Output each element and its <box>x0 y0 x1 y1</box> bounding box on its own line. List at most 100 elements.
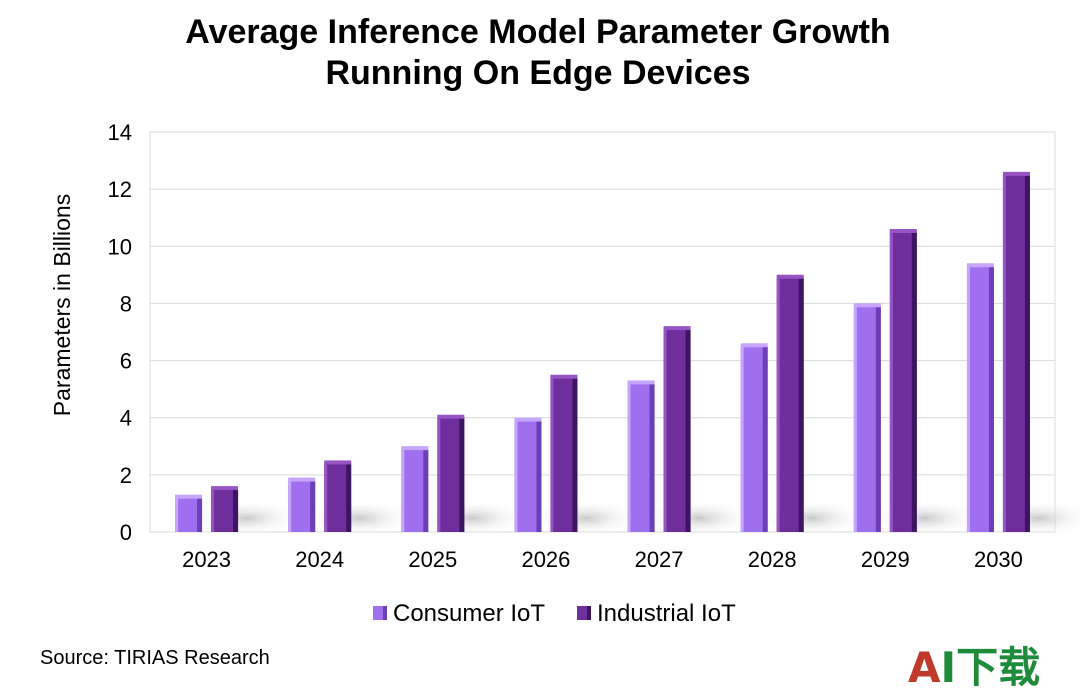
bar-consumer-iot-2027 <box>627 380 655 532</box>
bar-consumer-iot-2030 <box>966 263 994 532</box>
legend: Consumer IoT Industrial IoT <box>373 600 736 627</box>
bar-top <box>663 326 691 331</box>
bar-highlight <box>776 277 780 532</box>
legend-item-industrial-iot: Industrial IoT <box>577 600 736 627</box>
x-tick-label: 2024 <box>295 547 344 572</box>
bar-industrial-iot-2030 <box>1002 171 1030 532</box>
bar-shadow <box>191 500 302 536</box>
bar-industrial-iot-2026 <box>550 374 578 532</box>
bar-side <box>649 383 655 532</box>
bar-industrial-iot-2029 <box>889 229 917 532</box>
bar-side <box>423 449 429 532</box>
bar-top <box>324 460 352 465</box>
bar-highlight <box>853 306 857 532</box>
bar-side <box>1024 174 1030 532</box>
y-tick-label: 2 <box>120 463 132 488</box>
y-tick-label: 6 <box>120 349 132 374</box>
bar-side <box>233 489 239 532</box>
bar-highlight <box>324 463 328 532</box>
y-tick-label: 8 <box>120 291 132 316</box>
x-tick-label: 2025 <box>408 547 457 572</box>
bar-side <box>685 329 691 532</box>
bar-highlight <box>288 480 292 532</box>
bar-top <box>175 494 203 499</box>
x-tick-label: 2030 <box>974 547 1023 572</box>
bar-industrial-iot-2027 <box>663 326 691 532</box>
logo-rest: I下载 <box>941 643 1041 692</box>
bar-shadow <box>417 500 528 536</box>
legend-item-consumer-iot: Consumer IoT <box>373 600 545 627</box>
x-tick-label: 2027 <box>635 547 684 572</box>
plot-frame <box>149 131 1056 533</box>
bar-top <box>776 274 804 279</box>
bar-side <box>875 306 881 532</box>
bar-highlight <box>1002 174 1006 532</box>
bar-shadow <box>644 500 755 536</box>
bar-side <box>346 463 352 532</box>
bar-consumer-iot-2023 <box>175 494 203 532</box>
bar-shadow <box>870 500 981 536</box>
bar-side <box>798 277 804 532</box>
x-tick-label: 2023 <box>182 547 231 572</box>
bar-highlight <box>514 420 518 532</box>
legend-swatch-side <box>383 606 387 620</box>
y-tick-label: 12 <box>108 177 132 202</box>
bar-side <box>536 420 542 532</box>
bar-top <box>437 414 465 419</box>
bar-highlight <box>966 266 970 532</box>
y-tick-label: 0 <box>120 520 132 545</box>
bar-side <box>310 480 316 532</box>
legend-label: Consumer IoT <box>393 600 545 627</box>
bar-highlight <box>437 417 441 532</box>
y-tick-label: 4 <box>120 406 132 431</box>
bar-highlight <box>211 489 215 532</box>
bar-side <box>911 232 917 532</box>
svg-text:AI下载: AI下载 <box>908 643 1040 692</box>
bar-highlight <box>627 383 631 532</box>
bar-top <box>211 486 239 491</box>
bar-side <box>197 497 203 532</box>
bar-shadow <box>757 500 868 536</box>
bar-top <box>401 446 429 451</box>
x-tick-label: 2028 <box>748 547 797 572</box>
bar-top <box>550 374 578 379</box>
bar-highlight <box>889 232 893 532</box>
bar-consumer-iot-2028 <box>740 343 768 532</box>
chart-title-line1: Average Inference Model Parameter Growth <box>185 13 890 51</box>
bar-top <box>966 263 994 268</box>
bar-side <box>459 417 465 532</box>
legend-label: Industrial IoT <box>597 600 736 627</box>
bar-consumer-iot-2024 <box>288 477 316 532</box>
bar-industrial-iot-2028 <box>776 274 804 532</box>
chart-title-line2: Running On Edge Devices <box>325 54 750 92</box>
bar-highlight <box>740 346 744 532</box>
bar-top <box>889 229 917 233</box>
bar-shadow <box>304 500 415 536</box>
x-axis-ticks: 2023 2024 2025 2026 2027 2028 2029 2030 <box>182 547 1023 572</box>
y-tick-label: 14 <box>108 120 132 145</box>
bar-industrial-iot-2025 <box>437 414 465 532</box>
bar-highlight <box>401 449 405 532</box>
x-tick-label: 2029 <box>861 547 910 572</box>
bar-side <box>988 266 994 532</box>
bar-top <box>853 303 881 308</box>
gridlines <box>150 131 1055 533</box>
bar-top <box>1002 171 1030 176</box>
y-axis-label: Parameters in Billions <box>49 194 75 416</box>
bar-consumer-iot-2026 <box>514 417 542 532</box>
bar-top <box>514 417 542 422</box>
bar-highlight <box>550 377 554 532</box>
bars <box>175 171 1030 532</box>
y-axis-ticks: 0 2 4 6 8 10 12 14 <box>108 120 132 545</box>
bar-side <box>572 377 578 532</box>
plot-area <box>149 131 1056 533</box>
y-tick-label: 10 <box>108 234 132 259</box>
site-logo: AI下载 <box>908 643 1040 692</box>
bar-highlight <box>663 329 667 532</box>
bar-top <box>627 380 655 385</box>
bar-industrial-iot-2023 <box>211 486 239 532</box>
bar-industrial-iot-2024 <box>324 460 352 532</box>
bar-consumer-iot-2029 <box>853 303 881 532</box>
logo-letter-a: A <box>908 643 941 692</box>
